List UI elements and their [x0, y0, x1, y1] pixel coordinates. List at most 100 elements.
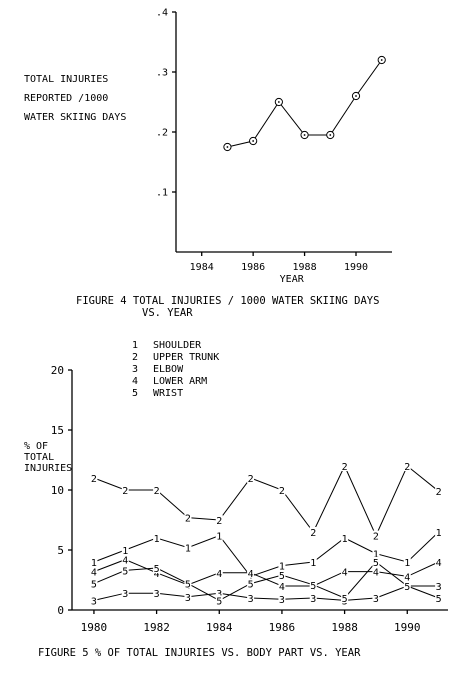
data-marker: 5: [248, 580, 254, 591]
marker-background: [184, 591, 192, 602]
data-marker: 5: [185, 580, 191, 591]
data-marker: 5: [310, 581, 316, 592]
data-marker: 5: [373, 558, 379, 569]
y-tick-label: .1: [156, 188, 168, 199]
marker-background: [403, 461, 411, 471]
marker-background: [341, 566, 349, 577]
marker-background: [184, 578, 192, 589]
chart-title: FIGURE 5 % OF TOTAL INJURIES VS. BODY PA…: [38, 647, 361, 659]
series-line-shoulder: [93, 531, 439, 577]
data-marker: 1: [404, 558, 410, 569]
marker-background: [372, 530, 380, 541]
marker-background: [215, 530, 223, 541]
y-axis-label: REPORTED /1000: [24, 93, 108, 104]
y-tick-label: 5: [57, 544, 64, 557]
y-tick-label: 20: [51, 364, 64, 377]
marker-background: [153, 533, 161, 543]
marker-background: [278, 581, 286, 591]
data-marker: 2: [279, 486, 285, 497]
y-tick-label: 15: [51, 424, 64, 437]
series-line-upper-trunk: [93, 464, 439, 537]
marker-background: [90, 595, 98, 606]
data-marker: 3: [310, 594, 316, 605]
marker-background: [184, 512, 192, 523]
marker-background: [215, 595, 223, 606]
marker-background: [372, 548, 380, 559]
data-marker: 3: [216, 589, 222, 600]
marker-background: [278, 594, 286, 605]
legend-label: WRIST: [153, 388, 183, 399]
x-tick-label: 1984: [206, 621, 233, 634]
data-marker: 3: [373, 594, 379, 605]
data-marker: 1: [122, 546, 128, 557]
marker-background: [90, 566, 98, 577]
data-marker: 4: [91, 568, 97, 579]
data-marker: 5: [122, 566, 128, 577]
marker-background: [372, 557, 380, 567]
data-point-center: [277, 101, 280, 103]
y-tick-label: .3: [156, 68, 168, 79]
legend-label: UPPER TRUNK: [153, 352, 219, 363]
marker-background: [278, 560, 286, 571]
marker-background: [90, 473, 98, 483]
data-marker: 1: [373, 550, 379, 561]
x-axis-label: YEAR: [280, 274, 305, 285]
marker-background: [403, 581, 411, 591]
data-marker: 3: [91, 596, 97, 607]
marker-background: [121, 554, 129, 565]
data-marker: 2: [154, 486, 160, 497]
data-marker: 2: [216, 516, 222, 527]
data-marker: 4: [122, 556, 128, 567]
marker-background: [90, 557, 98, 567]
marker-background: [435, 581, 443, 591]
data-marker: 4: [342, 568, 348, 579]
data-marker: 3: [154, 589, 160, 600]
marker-background: [153, 485, 161, 495]
data-marker: 5: [342, 594, 348, 605]
marker-background: [184, 542, 192, 553]
data-marker: 1: [279, 562, 285, 573]
data-marker: 3: [248, 594, 254, 605]
marker-background: [435, 486, 443, 497]
y-tick-label: 0: [57, 604, 64, 617]
data-point-center: [329, 134, 332, 136]
x-tick-label: 1982: [143, 621, 170, 634]
marker-background: [341, 461, 349, 471]
data-marker: 4: [216, 569, 222, 580]
data-point-center: [252, 140, 255, 142]
data-marker: 2: [310, 528, 316, 539]
marker-background: [278, 485, 286, 495]
marker-background: [403, 571, 411, 582]
marker-background: [435, 557, 443, 567]
data-marker: 3: [122, 589, 128, 600]
data-marker: 1: [216, 532, 222, 543]
marker-background: [309, 557, 317, 567]
data-marker: 1: [436, 528, 442, 539]
marker-background: [372, 593, 380, 603]
marker-background: [121, 545, 129, 555]
data-marker: 2: [91, 474, 97, 485]
data-marker: 3: [436, 582, 442, 593]
data-marker: 5: [91, 580, 97, 591]
marker-background: [215, 515, 223, 525]
data-point-center: [380, 59, 383, 61]
data-marker: 2: [185, 514, 191, 525]
y-tick-label: 10: [51, 484, 64, 497]
data-marker: 5: [279, 571, 285, 582]
y-axis-label: TOTAL INJURIES: [24, 74, 108, 85]
marker-background: [121, 565, 129, 576]
legend-marker: 2: [132, 352, 138, 363]
data-marker: 4: [404, 572, 410, 583]
marker-background: [247, 578, 255, 589]
data-marker: 2: [122, 486, 128, 497]
marker-background: [341, 593, 349, 603]
marker-background: [121, 485, 129, 495]
marker-background: [215, 567, 223, 578]
data-marker: 2: [342, 462, 348, 473]
data-marker: 1: [310, 558, 316, 569]
data-marker: 1: [248, 572, 254, 583]
marker-background: [247, 593, 255, 603]
y-axis-label: TOTAL: [24, 452, 54, 463]
legend-label: LOWER ARM: [153, 376, 207, 387]
